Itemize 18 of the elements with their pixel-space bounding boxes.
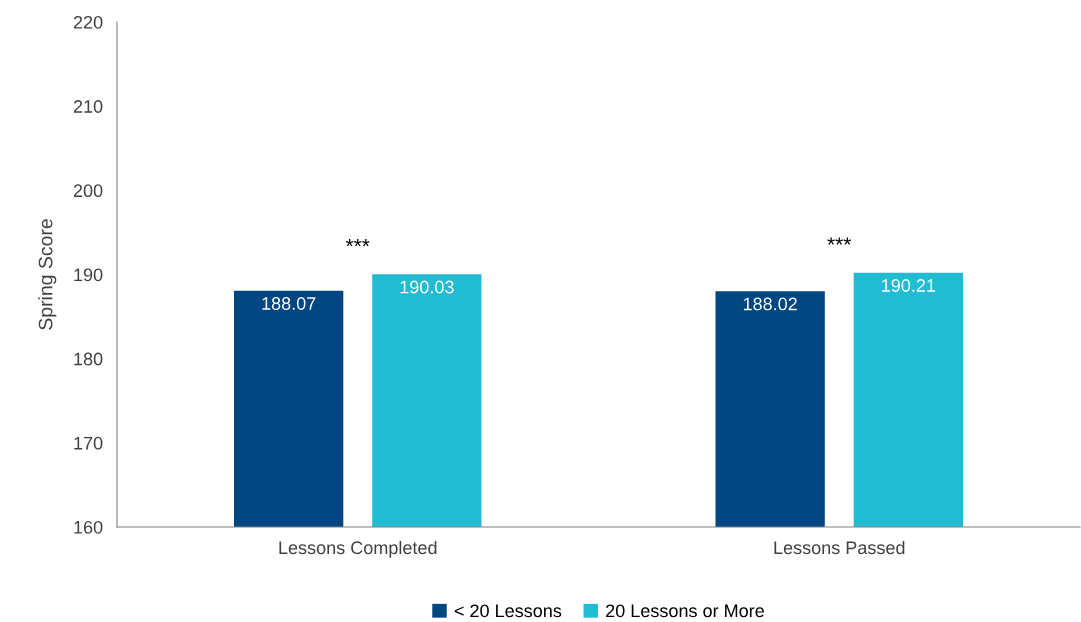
data-label: 188.02 <box>743 297 797 311</box>
data-label: 188.07 <box>262 297 316 310</box>
legend-label: < 20 Lessons <box>454 604 562 618</box>
annotation: *** <box>827 237 852 245</box>
y-tick-label: 180 <box>74 352 103 366</box>
y-tick-label: 190 <box>74 268 103 282</box>
data-label: 190.21 <box>882 279 936 292</box>
data-label: 190.03 <box>400 280 454 294</box>
y-tick-label: 160 <box>74 520 103 534</box>
annotation: *** <box>345 238 370 247</box>
y-tick-label: 210 <box>73 100 103 113</box>
y-tick-label: 200 <box>73 184 103 198</box>
x-tick-label: Lessons Completed <box>279 540 437 558</box>
y-axis-title: Spring Score <box>38 219 57 330</box>
y-tick-label: 220 <box>73 15 103 29</box>
y-tick-label: 170 <box>74 436 103 450</box>
legend-label: 20 Lessons or More <box>606 604 764 618</box>
x-tick-label: Lessons Passed <box>774 540 905 555</box>
